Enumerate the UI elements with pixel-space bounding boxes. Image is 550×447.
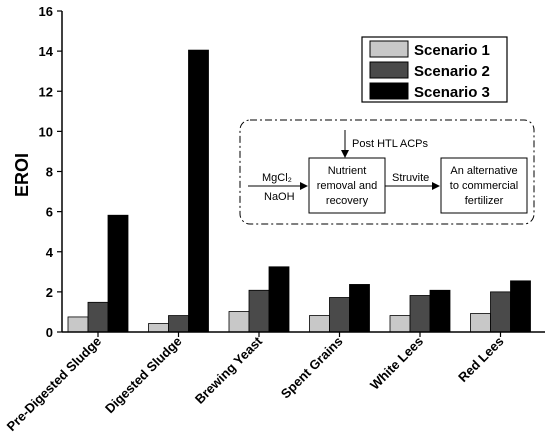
y-axis-label: EROI <box>12 153 32 197</box>
y-tick-label: 4 <box>46 245 54 260</box>
inset-nutrient-box <box>308 157 386 214</box>
legend-label-scenario-2: Scenario 2 <box>414 63 490 80</box>
y-axis-ticks: 0 2 4 6 8 10 12 14 16 <box>39 4 62 340</box>
y-tick-label: 8 <box>46 165 53 180</box>
inset-left-input-mgcl2: MgCl₂ <box>262 172 292 184</box>
bar-scenario-3 <box>188 49 209 333</box>
x-category-label: Brewing Yeast <box>192 333 266 407</box>
y-tick-label: 14 <box>39 44 54 59</box>
bar-scenario-2 <box>168 315 189 333</box>
process-inset: Post HTL ACPs MgCl₂ NaOH Nutrient remova… <box>239 119 535 225</box>
bar-scenario-3 <box>510 280 531 333</box>
inset-fertilizer-box <box>440 157 528 214</box>
bar-scenario-1 <box>309 315 330 333</box>
bar-scenario-2 <box>490 291 511 333</box>
bar-scenario-3 <box>429 289 451 333</box>
y-tick-label: 12 <box>39 84 53 99</box>
bar-scenario-1 <box>228 311 250 333</box>
legend-swatch-scenario-1 <box>369 40 409 58</box>
legend-label-scenario-3: Scenario 3 <box>414 84 490 101</box>
inset-box2-line1: An alternative <box>450 165 517 177</box>
x-category-label: White Lees <box>367 334 426 393</box>
bar-scenario-1 <box>389 315 411 333</box>
bar-scenario-3 <box>349 284 370 333</box>
bar-scenario-1 <box>148 323 169 333</box>
inset-top-input-label: Post HTL ACPs <box>352 138 429 150</box>
inset-box2-line3: fertilizer <box>465 195 504 207</box>
bar-scenario-2 <box>409 295 431 333</box>
x-category-label: Digested Sludge <box>102 334 185 417</box>
x-category-label: Pre-Digested Sludge <box>4 334 105 435</box>
bar-scenario-2 <box>87 301 109 333</box>
bar-scenario-3 <box>268 266 290 333</box>
bar-scenario-2 <box>329 297 350 333</box>
inset-left-input-naoh: NaOH <box>264 191 295 203</box>
x-category-label: Red Lees <box>455 334 506 385</box>
bar-series-group <box>67 49 531 337</box>
bar-scenario-1 <box>470 313 491 333</box>
y-tick-label: 2 <box>46 285 53 300</box>
legend-label-scenario-1: Scenario 1 <box>414 42 490 59</box>
inset-box1-line3: recovery <box>326 195 369 207</box>
inset-struvite-label: Struvite <box>392 172 429 184</box>
legend-swatch-scenario-2 <box>369 61 409 79</box>
y-tick-label: 10 <box>39 124 53 139</box>
y-tick-label: 6 <box>46 205 53 220</box>
legend: Scenario 1 Scenario 2 Scenario 3 <box>361 36 508 103</box>
inset-box1-line2: removal and <box>317 180 378 192</box>
inset-box1-line1: Nutrient <box>328 165 367 177</box>
bar-scenario-1 <box>67 316 89 333</box>
bar-scenario-3 <box>107 214 129 333</box>
bar-scenario-2 <box>248 289 270 333</box>
x-category-label: Spent Grains <box>278 334 346 402</box>
y-tick-label: 16 <box>39 4 53 19</box>
inset-box2-line2: to commercial <box>450 180 518 192</box>
legend-swatch-scenario-3 <box>369 82 409 100</box>
y-tick-label: 0 <box>46 325 53 340</box>
